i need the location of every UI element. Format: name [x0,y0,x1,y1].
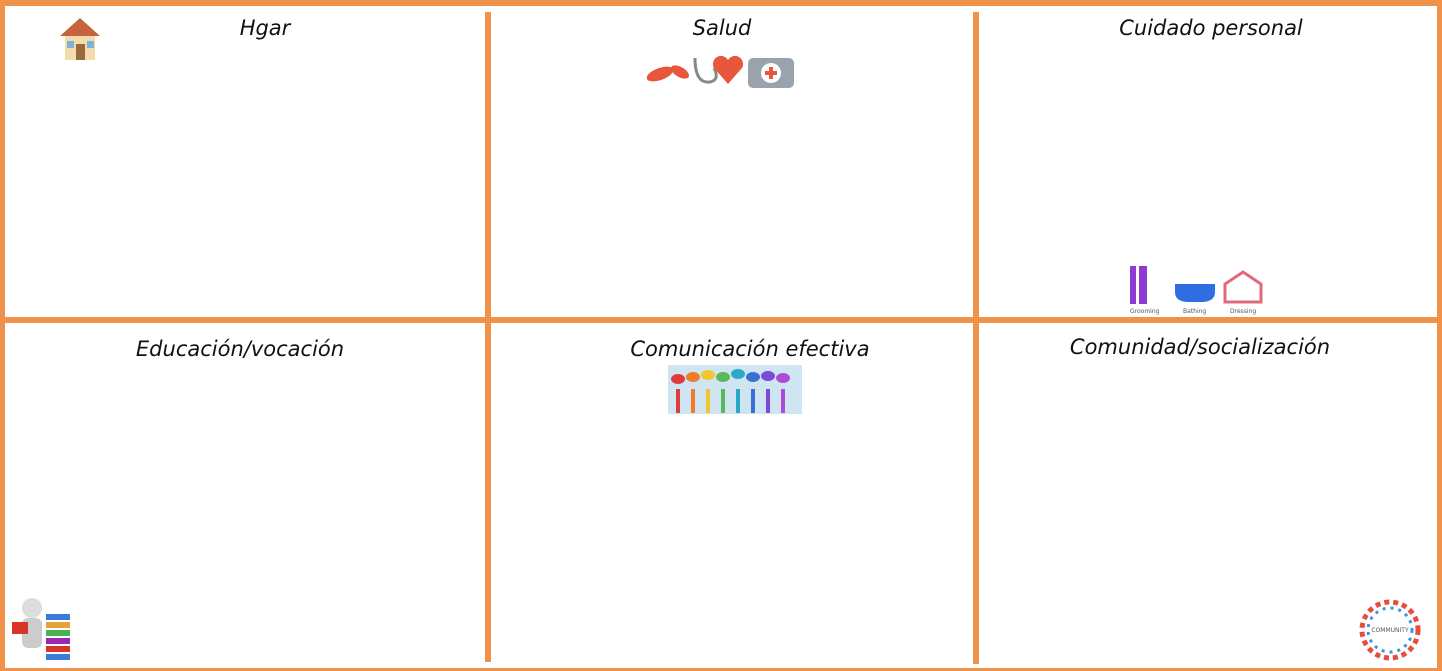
icon-label: Grooming [1130,308,1160,315]
community-icon: COMMUNITY [1359,599,1421,661]
house-icon [60,18,100,60]
border-right [1437,0,1442,671]
icon-label: COMMUNITY [1371,627,1409,634]
cell-title: Salud [692,16,752,40]
education-icon [12,598,70,660]
border-top [0,0,1442,6]
cell-title: Comunicación efectiva [630,337,870,361]
health-icon [646,55,794,88]
divider-vertical [485,12,491,662]
icon-label: Bathing [1183,308,1206,315]
cell-title: Cuidado personal [1119,16,1303,40]
cell-title: Hgar [239,16,291,40]
communication-icon [668,365,802,414]
border-bottom [0,668,1442,671]
divider-vertical [973,12,979,664]
divider-horizontal [0,317,1442,323]
cell-title: Comunidad/socialización [1069,335,1331,359]
personal-care-icon: Grooming Bathing Dressing [1130,266,1263,315]
border-left [0,0,5,671]
cell-title: Educación/vocación [135,337,345,361]
icon-label: Dressing [1230,308,1256,315]
